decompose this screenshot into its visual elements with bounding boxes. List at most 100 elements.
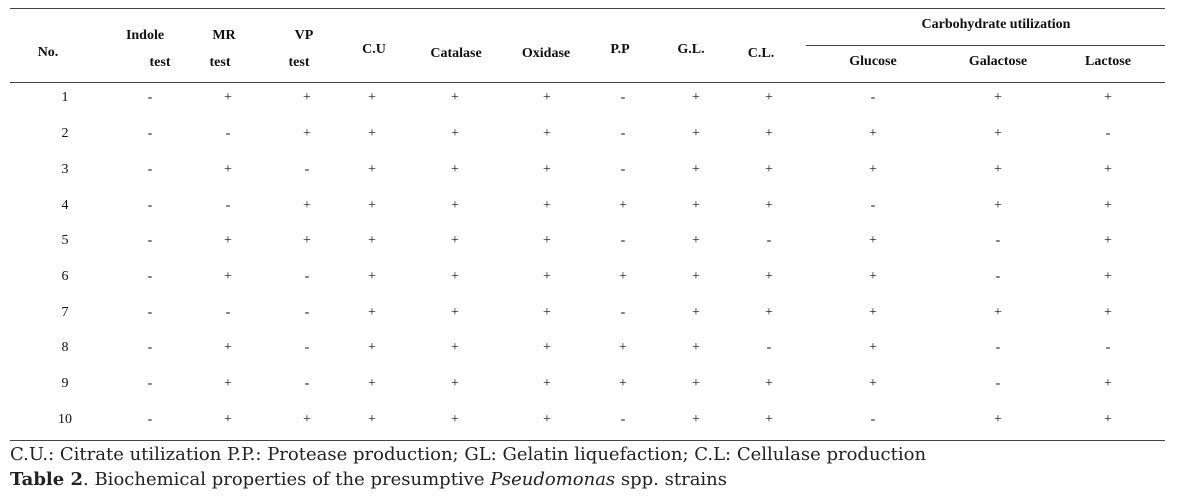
cell-glucose: +: [869, 305, 877, 320]
cell-cu: +: [368, 233, 376, 248]
cell-mr: -: [225, 305, 231, 320]
cell-pp: -: [620, 412, 626, 427]
cell-galactose: +: [994, 412, 1002, 427]
cell-lactose: +: [1104, 198, 1112, 213]
cell-galactose: +: [994, 198, 1002, 213]
cell-gl: +: [692, 162, 700, 177]
cell-vp: -: [304, 305, 310, 320]
cell-oxidase: +: [543, 233, 551, 248]
cell-galactose: -: [995, 233, 1001, 248]
header-catalase: Catalase: [430, 46, 482, 61]
cell-vp: +: [303, 126, 311, 141]
cell-no: 6: [61, 269, 69, 284]
cell-mr: +: [224, 233, 232, 248]
cell-cu: +: [368, 162, 376, 177]
cell-catalase: +: [451, 233, 459, 248]
cell-catalase: +: [451, 269, 459, 284]
cell-lactose: +: [1104, 162, 1112, 177]
cell-lactose: -: [1105, 340, 1111, 355]
cell-vp: -: [304, 340, 310, 355]
cell-no: 7: [61, 305, 69, 320]
cell-lactose: +: [1104, 412, 1112, 427]
cell-pp: -: [620, 126, 626, 141]
cell-indole: -: [147, 162, 153, 177]
table-top-rule: [10, 8, 1165, 9]
table-header-rule: [10, 82, 1165, 83]
cell-oxidase: +: [543, 126, 551, 141]
cell-lactose: -: [1105, 126, 1111, 141]
cell-mr: +: [224, 340, 232, 355]
cell-cl: +: [765, 162, 773, 177]
cell-cu: +: [368, 90, 376, 105]
cell-catalase: +: [451, 412, 459, 427]
cell-vp: +: [303, 90, 311, 105]
cell-pp: -: [620, 162, 626, 177]
cell-cl: +: [765, 198, 773, 213]
cell-vp: -: [304, 376, 310, 391]
cell-glucose: -: [870, 412, 876, 427]
cell-oxidase: +: [543, 162, 551, 177]
header-mr-line2: test: [209, 55, 231, 70]
cell-indole: -: [147, 90, 153, 105]
header-gl: G.L.: [677, 42, 705, 57]
cell-glucose: +: [869, 340, 877, 355]
header-indole-line2: test: [149, 55, 171, 70]
cell-mr: +: [224, 412, 232, 427]
cell-cl: +: [765, 90, 773, 105]
header-indole-line1: Indole: [125, 28, 165, 43]
cell-lactose: +: [1104, 376, 1112, 391]
cell-catalase: +: [451, 305, 459, 320]
cell-glucose: -: [870, 198, 876, 213]
cell-cl: +: [765, 305, 773, 320]
cell-no: 8: [61, 340, 69, 355]
cell-cl: -: [766, 233, 772, 248]
cell-glucose: +: [869, 126, 877, 141]
caption-text-before: . Biochemical properties of the presumpt…: [83, 469, 491, 490]
caption-text-after: spp. strains: [615, 469, 728, 490]
cell-vp: -: [304, 162, 310, 177]
table-bottom-rule: [10, 440, 1165, 441]
header-carbohydrate-utilization: Carbohydrate utilization: [921, 17, 1071, 32]
cell-gl: +: [692, 233, 700, 248]
cell-indole: -: [147, 412, 153, 427]
cell-indole: -: [147, 126, 153, 141]
cell-lactose: +: [1104, 305, 1112, 320]
cell-vp: +: [303, 198, 311, 213]
caption-genus: Pseudomonas: [490, 469, 616, 490]
cell-catalase: +: [451, 376, 459, 391]
cell-cu: +: [368, 376, 376, 391]
cell-catalase: +: [451, 162, 459, 177]
table-caption: Table 2. Biochemical properties of the p…: [10, 469, 727, 490]
cell-vp: -: [304, 269, 310, 284]
cell-cu: +: [368, 305, 376, 320]
cell-cu: +: [368, 198, 376, 213]
cell-pp: +: [619, 198, 627, 213]
cell-mr: +: [224, 90, 232, 105]
cell-vp: +: [303, 412, 311, 427]
cell-oxidase: +: [543, 376, 551, 391]
cell-cu: +: [368, 340, 376, 355]
header-vp-line1: VP: [294, 28, 314, 43]
cell-indole: -: [147, 233, 153, 248]
cell-vp: +: [303, 233, 311, 248]
cell-oxidase: +: [543, 90, 551, 105]
header-vp-line2: test: [288, 55, 310, 70]
header-cu: C.U: [362, 42, 386, 57]
header-no: No.: [37, 45, 59, 60]
cell-cl: +: [765, 126, 773, 141]
cell-mr: -: [225, 198, 231, 213]
cell-no: 4: [61, 198, 69, 213]
header-cl: C.L.: [747, 46, 775, 61]
cell-glucose: +: [869, 376, 877, 391]
cell-no: 9: [61, 376, 69, 391]
cell-oxidase: +: [543, 269, 551, 284]
cell-pp: +: [619, 340, 627, 355]
cell-no: 10: [58, 412, 72, 427]
cell-catalase: +: [451, 90, 459, 105]
cell-indole: -: [147, 269, 153, 284]
cell-galactose: +: [994, 305, 1002, 320]
cell-oxidase: +: [543, 305, 551, 320]
cell-cl: +: [765, 376, 773, 391]
cell-glucose: +: [869, 162, 877, 177]
cell-indole: -: [147, 305, 153, 320]
